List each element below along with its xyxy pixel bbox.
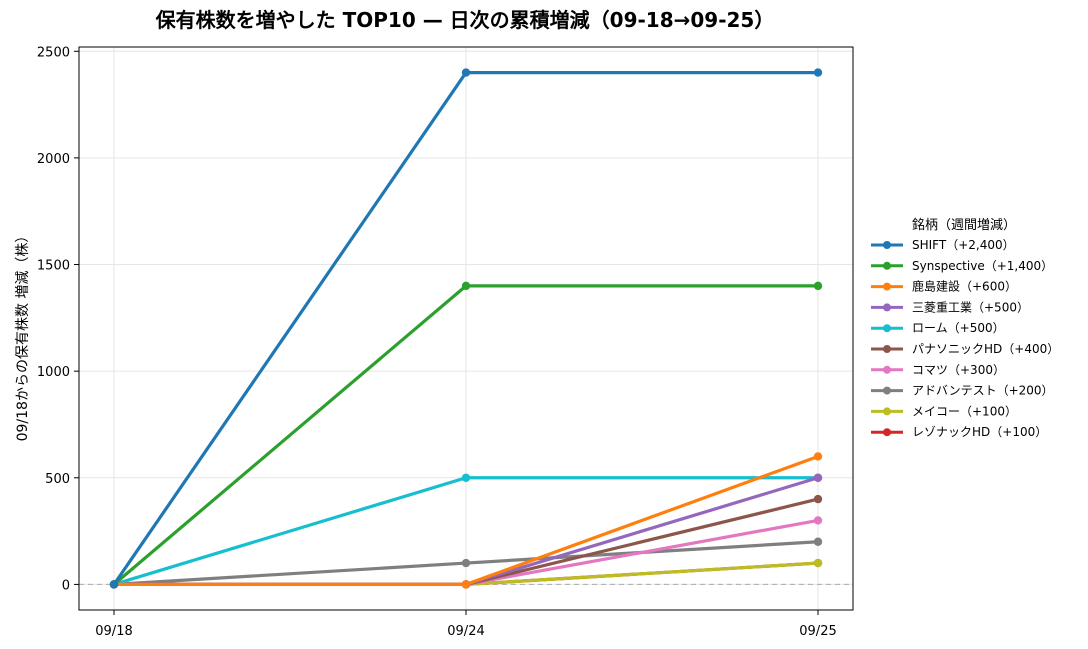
data-point <box>813 68 823 77</box>
legend-item: SHIFT（+2,400） <box>871 238 1015 252</box>
y-tick-label: 1500 <box>37 259 70 274</box>
legend-swatch-marker <box>883 282 891 291</box>
legend-label: SHIFT（+2,400） <box>912 238 1015 252</box>
x-axis-ticks: 09/18 09/24 09/25 <box>95 610 837 639</box>
y-tick-label: 2500 <box>37 45 70 60</box>
data-point <box>813 516 823 525</box>
legend-item: コマツ（+300） <box>871 363 1005 377</box>
data-point <box>461 473 471 482</box>
legend-swatch-marker <box>883 324 891 333</box>
series-0 <box>109 68 823 589</box>
legend-item: レゾナックHD（+100） <box>871 425 1047 439</box>
legend-label: アドバンテスト（+200） <box>912 384 1054 398</box>
y-tick-label: 2000 <box>37 152 70 167</box>
legend-swatch-marker <box>883 241 891 249</box>
legend-item: Synspective（+1,400） <box>871 259 1053 273</box>
legend-label: 鹿島建設（+600） <box>912 279 1017 294</box>
legend-swatch-marker <box>883 261 891 270</box>
legend: 銘柄（週間増減） SHIFT（+2,400） Synspective（+1,400）… <box>871 217 1059 439</box>
y-tick-label: 0 <box>62 578 70 593</box>
legend-swatch-marker <box>883 428 891 437</box>
legend-item: アドバンテスト（+200） <box>871 384 1054 398</box>
data-point <box>461 281 471 291</box>
x-tick-label: 09/25 <box>799 624 836 639</box>
data-point <box>461 68 471 77</box>
data-point <box>461 558 471 568</box>
x-tick-label: 09/18 <box>95 624 132 639</box>
legend-item: メイコー（+100） <box>871 404 1017 418</box>
data-point <box>813 281 823 291</box>
legend-label: 三菱重工業（+500） <box>912 300 1029 314</box>
legend-swatch-marker <box>883 407 891 416</box>
data-point <box>109 580 119 589</box>
x-tick-label: 09/24 <box>447 624 484 639</box>
data-point <box>813 494 823 504</box>
legend-label: ローム（+500） <box>912 321 1005 335</box>
y-tick-label: 1000 <box>37 365 70 380</box>
data-point <box>461 580 471 589</box>
legend-swatch-marker <box>883 365 891 374</box>
y-tick-label: 500 <box>45 472 70 487</box>
grid <box>79 47 853 610</box>
data-point <box>813 473 823 482</box>
y-axis-ticks: 0 500 1000 1500 2000 2500 <box>37 45 79 593</box>
data-point <box>813 558 823 568</box>
legend-label: パナソニックHD（+400） <box>912 342 1059 356</box>
legend-swatch-marker <box>883 303 891 312</box>
legend-label: Synspective（+1,400） <box>912 259 1053 273</box>
legend-label: レゾナックHD（+100） <box>912 425 1047 439</box>
legend-label: コマツ（+300） <box>912 363 1005 377</box>
legend-swatch-marker <box>883 386 891 395</box>
legend-item: 鹿島建設（+600） <box>871 279 1017 294</box>
legend-label: メイコー（+100） <box>912 404 1017 418</box>
legend-item: 三菱重工業（+500） <box>871 300 1029 314</box>
legend-item: パナソニックHD（+400） <box>871 342 1059 356</box>
legend-item: ローム（+500） <box>871 321 1005 335</box>
plot-frame <box>78 46 854 611</box>
series-lines <box>109 68 823 589</box>
data-point <box>813 452 823 461</box>
chart-title: 保有株数を増やした TOP10 — 日次の累積増減（09-18→09-25） <box>155 8 775 32</box>
legend-title: 銘柄（週間増減） <box>912 217 1016 233</box>
data-point <box>813 537 823 546</box>
legend-swatch-marker <box>883 345 891 353</box>
